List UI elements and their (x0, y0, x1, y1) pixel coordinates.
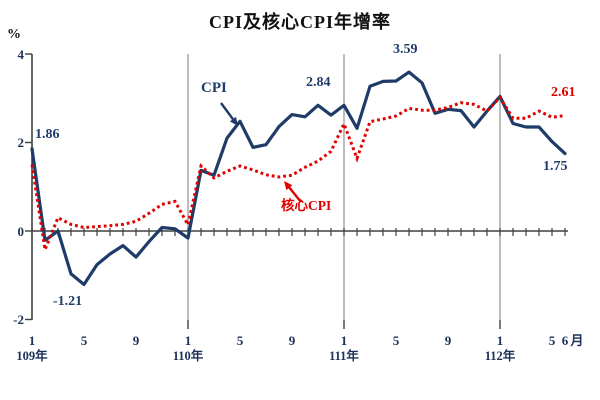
data-point-label: 1.86 (35, 127, 60, 142)
x-tick-label: 9 (288, 333, 296, 348)
y-axis-unit-label: % (7, 27, 21, 42)
x-tick-label: 1 (496, 333, 504, 348)
x-tick-label: 5 (236, 333, 244, 348)
y-tick-label: 0 (17, 223, 25, 239)
core-cpi-callout-arrow-shaft (286, 184, 302, 203)
x-tick-label: 5 (80, 333, 88, 348)
x-tick-label: 9 (132, 333, 140, 348)
x-tick-label: 5 (392, 333, 400, 348)
data-point-label: 1.75 (543, 159, 568, 174)
y-tick-label: 4 (17, 46, 25, 62)
x-axis-year-label: 112年 (484, 349, 516, 363)
core-cpi-callout-arrow-head (284, 181, 293, 190)
x-tick-label: 1 (184, 333, 192, 348)
series-lines (30, 70, 567, 287)
data-point-label: 3.59 (393, 42, 418, 57)
x-tick-label: 1 (28, 333, 36, 348)
y-tick-label: -2 (13, 312, 24, 327)
y-tick-label: 2 (17, 135, 25, 150)
x-axis-year-label: 111年 (329, 349, 359, 363)
x-tick-label: 9 (444, 333, 452, 348)
year-gridlines (187, 54, 501, 320)
cpi-series-label: CPI (201, 80, 227, 96)
x-axis-month-suffix: 月 (570, 333, 584, 348)
data-point-label: 2.61 (551, 85, 576, 100)
annotation-arrows (220, 102, 302, 203)
core-cpi-series-label: 核心CPI (281, 198, 332, 213)
axes (25, 53, 568, 329)
cpi-line (30, 70, 567, 287)
x-tick-label: 5 (548, 333, 556, 348)
x-axis-year-label: 110年 (172, 349, 204, 363)
cpi-callout-arrow-shaft (220, 102, 236, 123)
x-tick-label: 6 (561, 333, 569, 348)
data-point-label: -1.21 (53, 294, 83, 309)
x-axis-year-label: 109年 (16, 349, 48, 363)
core-cpi-line (30, 94, 566, 256)
cpi-callout-arrow-head (229, 116, 238, 126)
data-point-label: 2.84 (306, 75, 331, 90)
x-tick-label: 1 (340, 333, 348, 348)
chart-title: CPI及核心CPI年增率 (209, 12, 391, 32)
